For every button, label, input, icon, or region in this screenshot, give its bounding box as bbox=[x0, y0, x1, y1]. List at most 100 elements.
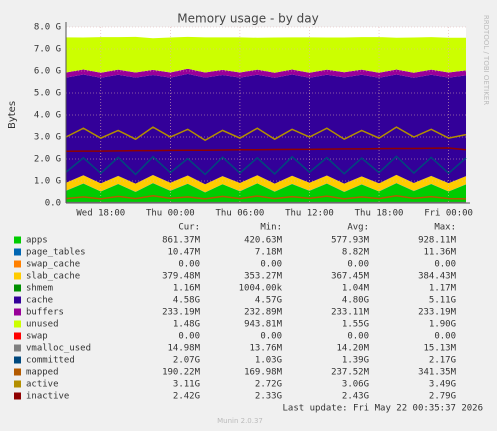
legend-swatch bbox=[14, 332, 21, 340]
legend-value: 4.58G bbox=[173, 296, 200, 306]
x-tick-label: Thu 06:00 bbox=[216, 209, 265, 219]
x-tick-label: Thu 18:00 bbox=[355, 209, 404, 219]
legend-value: 1.55G bbox=[342, 320, 369, 330]
legend-value: 3.49G bbox=[429, 380, 456, 390]
legend-value: 1.17M bbox=[429, 284, 457, 294]
legend-value: 2.17G bbox=[429, 356, 456, 366]
legend-entry: vmalloc_used bbox=[26, 344, 91, 354]
legend-value: 15.13M bbox=[423, 344, 456, 354]
area-unused bbox=[66, 36, 466, 73]
area-cache bbox=[66, 73, 466, 185]
legend-swatch bbox=[14, 284, 21, 292]
legend-value: 190.22M bbox=[162, 368, 201, 378]
legend-value: 0.00 bbox=[178, 260, 200, 270]
legend-value: 0.00 bbox=[434, 332, 456, 342]
legend-value: 420.63M bbox=[244, 236, 283, 246]
legend-value: 0.00 bbox=[434, 260, 456, 270]
y-tick-label: 2.0 G bbox=[34, 155, 61, 165]
legend-value: 237.52M bbox=[331, 368, 370, 378]
footer-version: Munin 2.0.37 bbox=[217, 417, 263, 425]
legend-entry: mapped bbox=[26, 368, 59, 378]
legend-value: 3.11G bbox=[173, 380, 200, 390]
x-tick-label: Wed 18:00 bbox=[76, 209, 125, 219]
legend-swatch bbox=[14, 320, 21, 328]
legend-value: 1004.00k bbox=[239, 284, 283, 294]
legend-value: 0.00 bbox=[178, 332, 200, 342]
legend-swatch bbox=[14, 236, 21, 244]
legend-swatch bbox=[14, 248, 21, 256]
y-tick-label: 3.0 G bbox=[34, 133, 61, 143]
legend-value: 2.33G bbox=[255, 392, 282, 402]
legend-value: 2.43G bbox=[342, 392, 369, 402]
legend-swatch bbox=[14, 356, 21, 364]
y-tick-label: 1.0 G bbox=[34, 177, 61, 187]
legend-value: 379.48M bbox=[162, 272, 201, 282]
legend-entry: apps bbox=[26, 236, 48, 246]
legend-value: 1.03G bbox=[255, 356, 282, 366]
x-tick-label: Thu 00:00 bbox=[146, 209, 195, 219]
line-active bbox=[65, 126, 467, 142]
legend-swatch bbox=[14, 308, 21, 316]
y-tick-label: 6.0 G bbox=[34, 67, 61, 77]
legend-entry: committed bbox=[26, 356, 75, 366]
legend-value: 2.42G bbox=[173, 392, 200, 402]
legend-value: 10.47M bbox=[167, 248, 200, 258]
area-slab_cache bbox=[66, 174, 466, 193]
legend-entry: buffers bbox=[26, 308, 64, 318]
legend-entry: swap_cache bbox=[26, 260, 80, 270]
x-tick-label: Thu 12:00 bbox=[285, 209, 334, 219]
line-mapped bbox=[65, 194, 467, 200]
y-tick-label: 8.0 G bbox=[34, 23, 61, 33]
legend-column-header: Avg: bbox=[347, 223, 369, 233]
legend: Cur: Min: Avg: Max: apps 861.37M 420.63M 577.93… bbox=[14, 223, 457, 402]
legend-entry: unused bbox=[26, 320, 59, 330]
plot bbox=[65, 26, 467, 204]
legend-value: 232.89M bbox=[244, 308, 283, 318]
legend-column-header: Min: bbox=[260, 223, 282, 233]
legend-value: 4.80G bbox=[342, 296, 369, 306]
legend-value: 233.19M bbox=[418, 308, 457, 318]
chart-title: Memory usage - by day bbox=[177, 12, 318, 26]
legend-value: 1.16M bbox=[173, 284, 201, 294]
legend-swatch bbox=[14, 296, 21, 304]
legend-value: 0.00 bbox=[260, 332, 282, 342]
y-tick-label: 7.0 G bbox=[34, 45, 61, 55]
legend-value: 4.57G bbox=[255, 296, 282, 306]
legend-entry: active bbox=[26, 380, 59, 390]
legend-value: 2.72G bbox=[255, 380, 282, 390]
y-axis-label: Bytes bbox=[7, 101, 18, 129]
legend-value: 0.00 bbox=[347, 332, 369, 342]
x-tick-label: Fri 00:00 bbox=[424, 209, 473, 219]
legend-value: 7.18M bbox=[255, 248, 283, 258]
legend-value: 1.48G bbox=[173, 320, 200, 330]
y-tick-label: 5.0 G bbox=[34, 89, 61, 99]
legend-value: 341.35M bbox=[418, 368, 457, 378]
legend-entry: swap bbox=[26, 332, 48, 342]
line-committed bbox=[65, 155, 467, 176]
legend-swatch bbox=[14, 272, 21, 280]
legend-swatch bbox=[14, 380, 21, 388]
side-note: RRDTOOL / TOBI OETIKER bbox=[482, 15, 490, 105]
legend-column-header: Cur: bbox=[178, 223, 200, 233]
legend-swatch bbox=[14, 392, 21, 400]
legend-value: 1.39G bbox=[342, 356, 369, 366]
legend-value: 233.19M bbox=[162, 308, 201, 318]
legend-value: 943.81M bbox=[244, 320, 283, 330]
legend-value: 2.79G bbox=[429, 392, 456, 402]
legend-column-header: Max: bbox=[434, 223, 456, 233]
y-tick-label: 4.0 G bbox=[34, 111, 61, 121]
legend-value: 13.76M bbox=[249, 344, 282, 354]
legend-swatch bbox=[14, 344, 21, 352]
legend-swatch bbox=[14, 260, 21, 268]
legend-value: 577.93M bbox=[331, 236, 370, 246]
y-tick-label: 0.0 bbox=[45, 199, 61, 209]
legend-value: 384.43M bbox=[418, 272, 457, 282]
legend-value: 11.36M bbox=[423, 248, 456, 258]
legend-value: 367.45M bbox=[331, 272, 370, 282]
legend-value: 2.07G bbox=[173, 356, 200, 366]
legend-entry: cache bbox=[26, 296, 53, 306]
legend-value: 861.37M bbox=[162, 236, 201, 246]
legend-swatch bbox=[14, 368, 21, 376]
footer-update: Last update: Fri May 22 00:35:37 2026 bbox=[283, 404, 483, 414]
